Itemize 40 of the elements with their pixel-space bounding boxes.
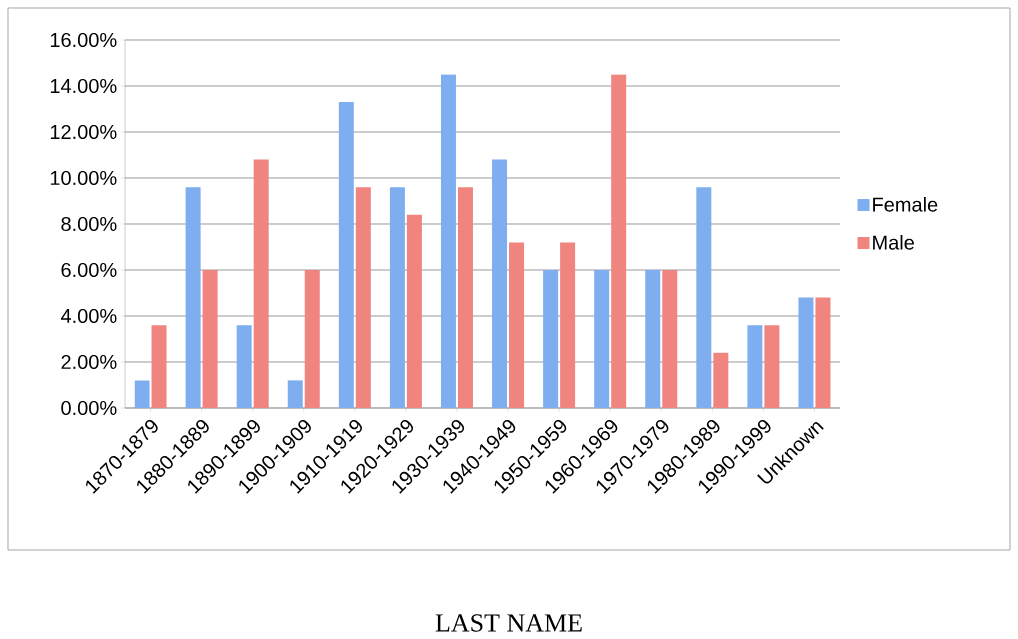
bar [287,380,303,408]
y-tick-label: 8.00% [61,216,117,232]
bar [560,242,576,408]
bar [338,102,354,408]
bar [389,187,405,408]
bar [594,269,610,408]
bar [202,269,218,408]
y-tick-label: 12.00% [50,124,117,140]
bar [151,325,167,408]
bar [457,187,473,408]
bar [406,214,422,408]
text: LAST NAME [435,614,582,632]
bar [611,74,627,408]
bar [355,187,371,408]
bar [798,297,814,408]
y-tick-label: 0.00% [61,400,117,416]
legend-label: Male [873,234,914,250]
bar [764,325,780,408]
y-tick-label: 6.00% [61,262,117,278]
bar [645,269,661,408]
bar [440,74,456,408]
bar [509,242,525,408]
y-tick-label: 2.00% [61,354,117,370]
legend-label: Female [873,197,938,212]
bar [747,325,763,408]
bar [662,269,678,408]
bar [713,352,729,408]
y-tick-label: 14.00% [50,78,117,94]
bar [304,269,320,408]
y-tick-label: 16.00% [50,32,117,48]
bar [185,187,201,408]
bar [236,325,252,408]
bar [696,187,712,408]
bar [815,297,831,408]
y-tick-label: 4.00% [60,308,117,324]
y-tick-label: 10.00% [50,170,117,186]
bar [134,380,150,408]
bar [253,159,269,408]
bar [492,159,508,408]
bar [543,269,559,408]
